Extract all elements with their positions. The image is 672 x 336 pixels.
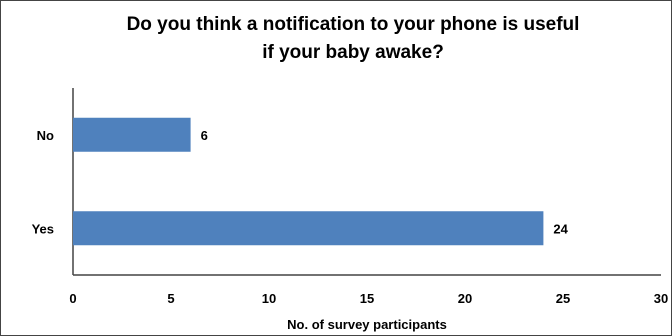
bar-no [73,117,191,152]
data-label-no: 6 [201,128,208,143]
category-label-yes: Yes [32,221,54,236]
x-tick-label-6: 30 [654,291,668,306]
x-tick-label-2: 10 [262,291,276,306]
chart-title-line-2: if your baby awake? [262,42,444,63]
chart-title-line-1: Do you think a notification to your phon… [127,14,580,35]
x-tick-label-4: 20 [458,291,472,306]
category-label-no: No [37,128,54,143]
x-axis-title: No. of survey participants [287,317,447,332]
x-tick-label-3: 15 [360,291,374,306]
plot-area: 0 5 10 15 20 25 30 No 6 Yes 24 [32,88,668,306]
bar-yes [73,211,544,246]
x-tick-label-5: 25 [556,291,570,306]
x-tick-label-0: 0 [69,291,76,306]
x-tick-label-1: 5 [167,291,174,306]
data-label-yes: 24 [553,221,568,236]
